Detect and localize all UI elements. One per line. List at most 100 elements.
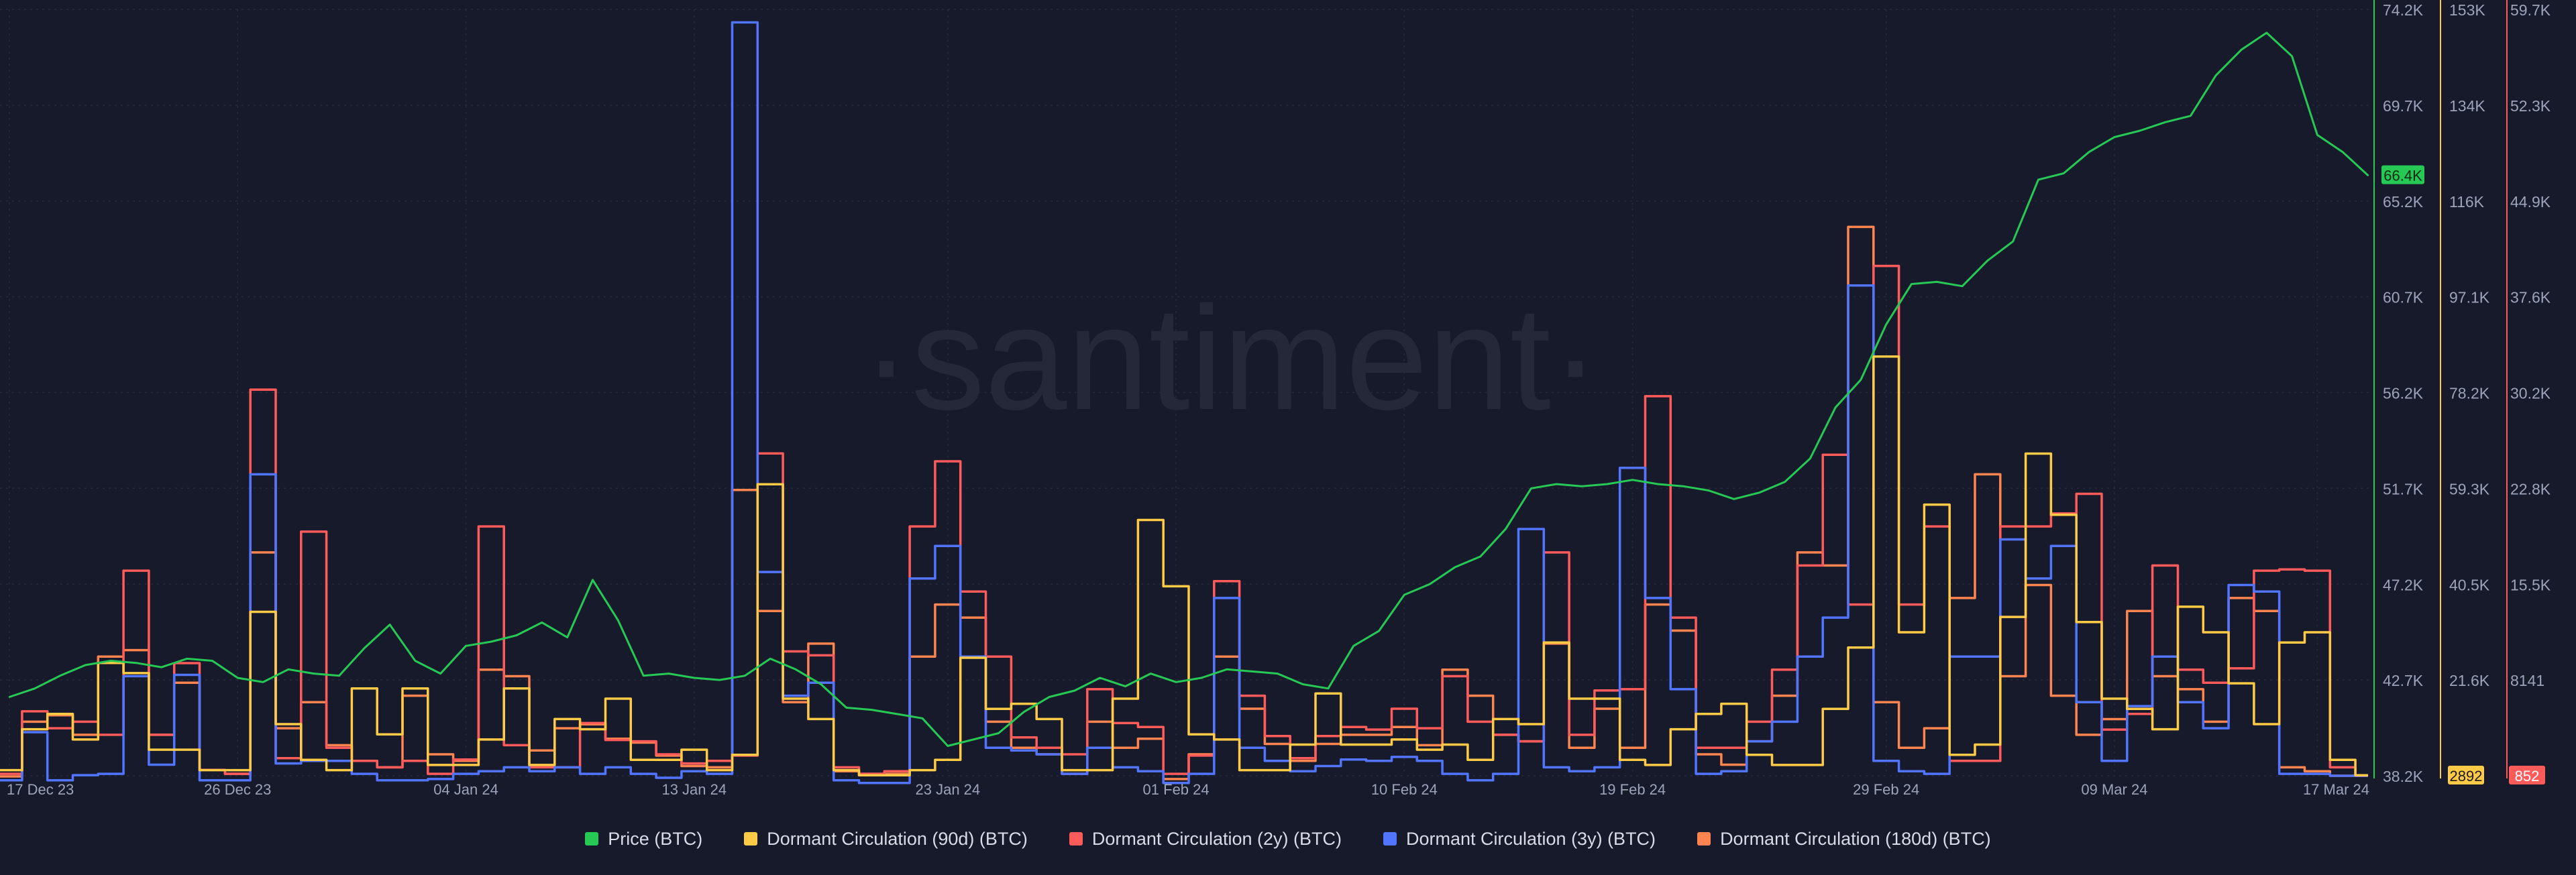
price-point <box>1986 259 1989 261</box>
price-point <box>1961 285 1964 287</box>
legend-swatch-dormant-2y <box>1069 832 1083 845</box>
last-value-label-d90: 2892 <box>2450 768 2483 784</box>
price-point <box>2012 240 2014 243</box>
legend-label-dormant-90d: Dormant Circulation (90d) (BTC) <box>767 828 1028 849</box>
price-point <box>947 745 949 747</box>
price-point <box>388 624 391 626</box>
price-point <box>34 687 36 690</box>
price-point <box>1733 498 1735 500</box>
legend-item-dormant-3y[interactable]: Dormant Circulation (3y) (BTC) <box>1383 829 1656 850</box>
legend-item-price[interactable]: Price (BTC) <box>585 829 702 850</box>
last-value-label-d2y: 852 <box>2515 768 2540 784</box>
y-tick-label-price: 38.2K <box>2383 768 2424 785</box>
y-tick-label-price: 42.7K <box>2383 672 2424 689</box>
price-point <box>2063 172 2065 174</box>
x-tick-label: 04 Jan 24 <box>433 781 498 798</box>
last-value-badge-d2y <box>2509 766 2545 784</box>
x-tick-label: 17 Mar 24 <box>2303 781 2369 798</box>
x-tick-label: 09 Mar 24 <box>2081 781 2147 798</box>
price-point <box>1301 683 1304 685</box>
legend-item-dormant-180d[interactable]: Dormant Circulation (180d) (BTC) <box>1697 829 1991 850</box>
price-point <box>972 738 974 741</box>
price-point <box>465 645 467 647</box>
x-tick-label: 01 Feb 24 <box>1143 781 1210 798</box>
price-point <box>1682 485 1684 487</box>
y-tick-label-d90: 153K <box>2449 1 2485 19</box>
price-point <box>1150 673 1152 675</box>
price-point <box>1023 711 1025 713</box>
price-point <box>643 675 645 677</box>
x-tick-label: 13 Jan 24 <box>661 781 727 798</box>
legend-label-price: Price (BTC) <box>608 828 703 849</box>
price-point <box>2367 174 2369 176</box>
price-point <box>2088 151 2090 153</box>
price-point <box>1277 673 1279 675</box>
grid-lines <box>0 9 2371 776</box>
price-point <box>1378 630 1380 632</box>
legend-swatch-dormant-90d <box>744 832 758 845</box>
legend-swatch-dormant-3y <box>1383 832 1397 845</box>
price-point <box>1834 406 1837 408</box>
legend-item-dormant-2y[interactable]: Dormant Circulation (2y) (BTC) <box>1069 829 1342 850</box>
price-point <box>160 666 162 668</box>
price-point <box>718 679 720 681</box>
price-point <box>364 647 366 649</box>
price-point <box>2190 115 2192 117</box>
price-point <box>1580 485 1583 487</box>
y-tick-label-d2y: 44.9K <box>2510 193 2551 211</box>
price-point <box>1606 483 1608 485</box>
price-point <box>998 732 1000 734</box>
y-tick-label-d2y: 15.5K <box>2510 576 2551 593</box>
price-point <box>186 658 188 660</box>
legend-item-dormant-90d[interactable]: Dormant Circulation (90d) (BTC) <box>744 829 1028 850</box>
x-tick-label: 19 Feb 24 <box>1599 781 1666 798</box>
legend-swatch-dormant-180d <box>1697 832 1711 845</box>
y-tick-label-d2y: 22.8K <box>2510 480 2551 498</box>
legend-label-dormant-2y: Dormant Circulation (2y) (BTC) <box>1091 828 1342 849</box>
price-point <box>845 707 847 709</box>
price-point <box>1200 677 1203 679</box>
x-tick-label: 29 Feb 24 <box>1853 781 1919 798</box>
price-point <box>592 579 594 581</box>
price-point <box>1352 645 1354 647</box>
y-tick-label-price: 56.2K <box>2383 385 2424 402</box>
price-point <box>2291 55 2293 58</box>
series-line-dormant-90d <box>0 355 2368 776</box>
price-point <box>1048 696 1051 698</box>
last-value-badge-d90 <box>2448 766 2484 784</box>
price-point <box>262 681 264 683</box>
price-point <box>921 717 924 719</box>
y-tick-label-d2y: 52.3K <box>2510 97 2551 115</box>
price-point <box>1454 566 1456 569</box>
y-tick-label-price: 51.7K <box>2383 480 2424 498</box>
price-point <box>1479 555 1481 558</box>
price-point <box>110 660 112 662</box>
y-tick-label-d90: 59.3K <box>2449 480 2490 498</box>
price-point <box>237 677 239 679</box>
price-point <box>2037 178 2039 181</box>
price-point <box>769 658 771 660</box>
last-value-badge-price <box>2381 165 2424 184</box>
x-tick-label: 26 Dec 23 <box>204 781 271 798</box>
y-tick-label-d2y: 37.6K <box>2510 289 2551 306</box>
price-point <box>1936 281 1938 283</box>
y-tick-label-d90: 134K <box>2449 97 2485 115</box>
y-tick-label-d2y: 59.7K <box>2510 1 2551 19</box>
price-point <box>2342 151 2344 153</box>
price-point <box>338 675 340 677</box>
price-point <box>2215 74 2217 76</box>
price-point <box>1784 481 1786 483</box>
x-tick-label: 17 Dec 23 <box>7 781 74 798</box>
price-point <box>85 664 87 666</box>
last-value-label-price: 66.4K <box>2383 168 2422 184</box>
y-tick-label-d90: 40.5K <box>2449 576 2490 593</box>
y-tick-label-d2y: 8141 <box>2510 672 2544 689</box>
series-line-price <box>9 32 2369 747</box>
price-point <box>667 673 670 675</box>
price-point <box>871 709 873 711</box>
price-point <box>1099 677 1101 679</box>
price-point <box>1327 687 1330 690</box>
price-point <box>211 660 213 662</box>
